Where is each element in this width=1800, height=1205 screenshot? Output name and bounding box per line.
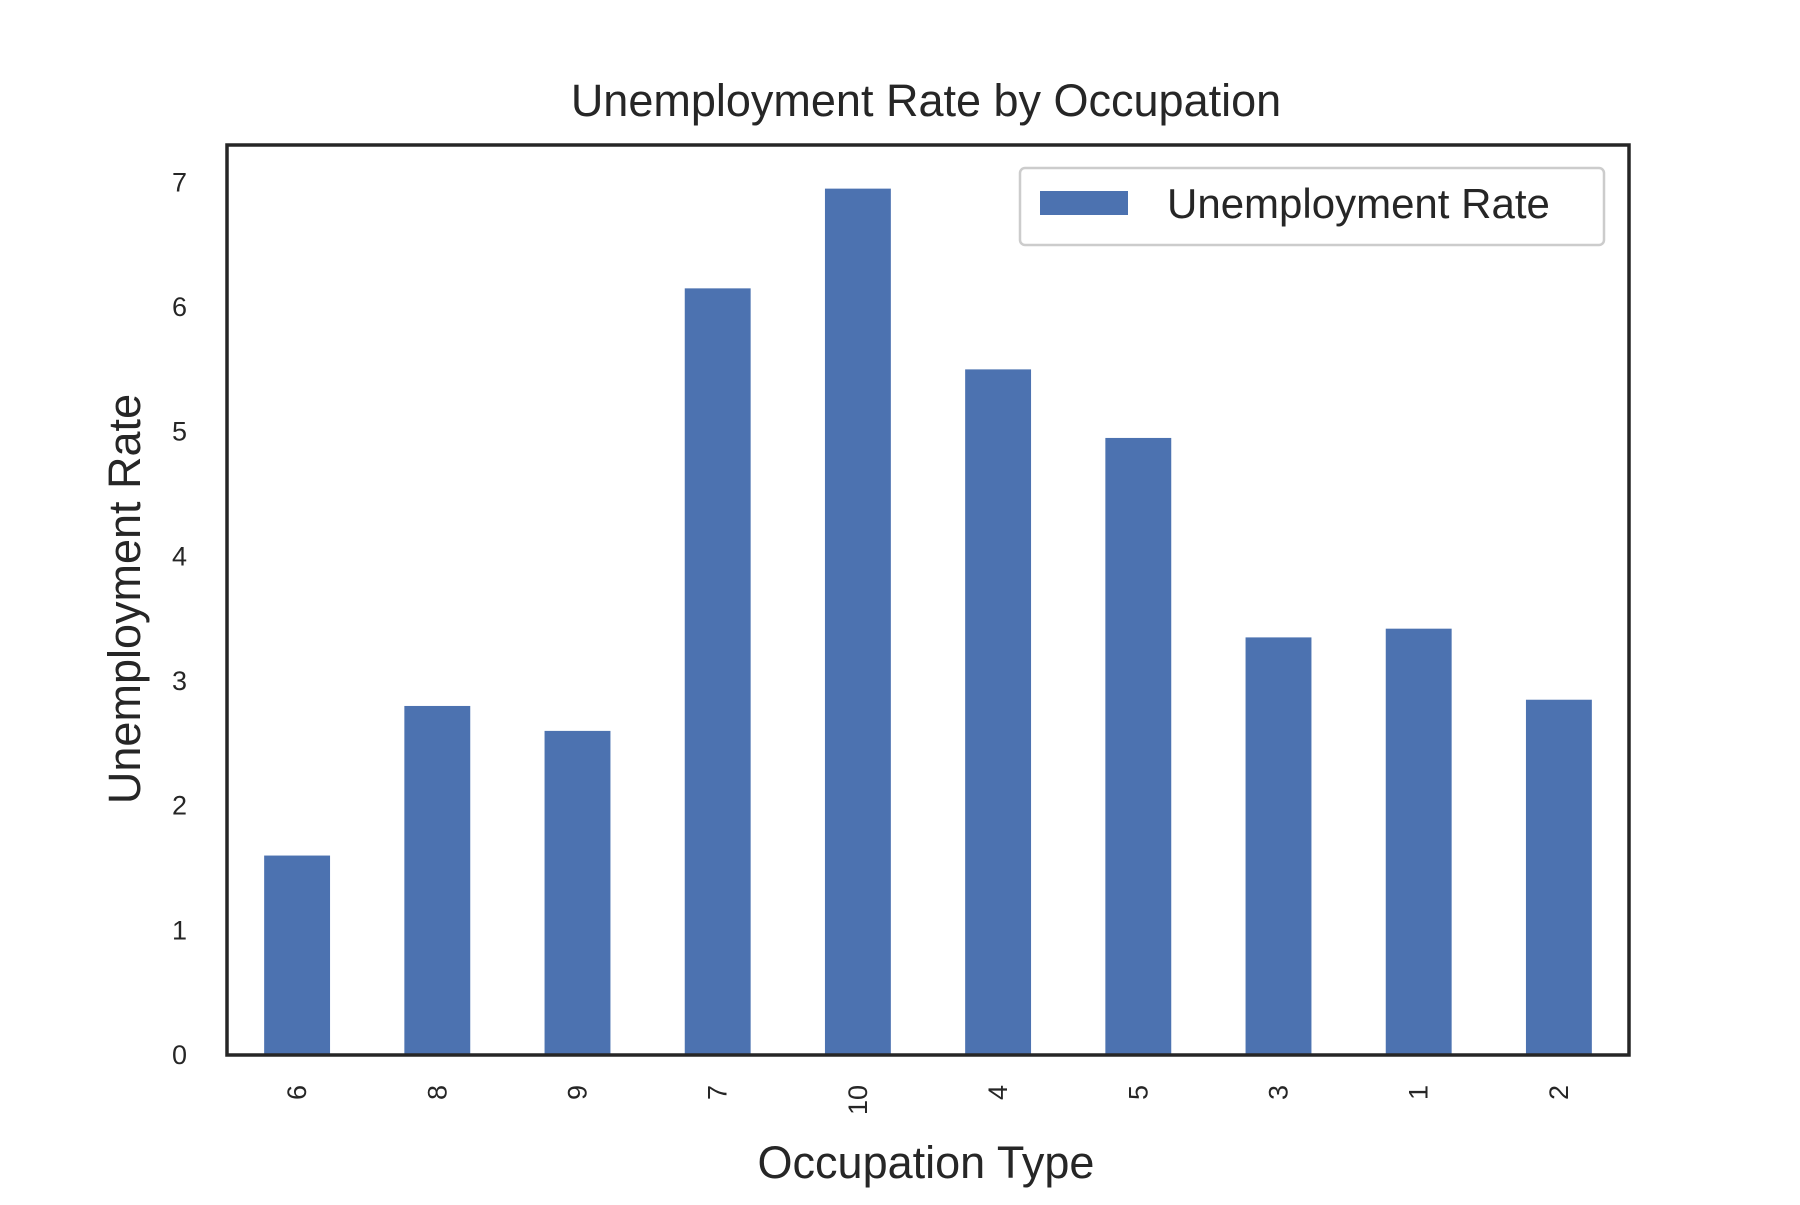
- legend-swatch: [1040, 191, 1128, 215]
- x-tick-label: 2: [1544, 1085, 1574, 1100]
- bar-series: [264, 188, 1592, 1056]
- bar: [824, 188, 891, 1056]
- y-axis-label: Unemployment Rate: [99, 394, 150, 804]
- bar: [1525, 699, 1592, 1055]
- x-tick-label: 6: [282, 1085, 312, 1100]
- x-tick-label: 9: [563, 1085, 593, 1100]
- bar: [1385, 628, 1452, 1055]
- x-tick-label: 10: [843, 1085, 873, 1115]
- y-tick-label: 0: [172, 1040, 187, 1070]
- y-tick-label: 7: [172, 167, 187, 197]
- chart-title: Unemployment Rate by Occupation: [571, 75, 1281, 126]
- bar: [404, 705, 471, 1055]
- y-tick-label: 1: [172, 915, 187, 945]
- x-tick-label: 4: [983, 1085, 1013, 1100]
- x-axis-label: Occupation Type: [758, 1137, 1095, 1188]
- legend-label: Unemployment Rate: [1167, 180, 1550, 227]
- y-tick-label: 4: [172, 541, 187, 571]
- bar: [684, 288, 751, 1055]
- x-tick-label: 1: [1404, 1085, 1434, 1100]
- bar: [1245, 637, 1312, 1055]
- x-tick-label: 5: [1123, 1085, 1153, 1100]
- y-tick-label: 6: [172, 292, 187, 322]
- x-tick-label: 3: [1264, 1085, 1294, 1100]
- x-tick-label: 8: [422, 1085, 452, 1100]
- legend-box: [1018, 166, 1606, 247]
- legend: Unemployment Rate: [1018, 166, 1606, 247]
- x-axis-ticks: 6 8 9 7 10 4 5 3 1 2: [282, 1085, 1574, 1115]
- plot-frame: [225, 143, 1631, 1057]
- bar: [965, 369, 1032, 1056]
- bar: [264, 855, 331, 1055]
- y-axis-ticks: 0 1 2 3 4 5 6 7: [172, 167, 187, 1070]
- y-tick-label: 3: [172, 666, 187, 696]
- bar: [544, 730, 611, 1055]
- x-tick-label: 7: [703, 1085, 733, 1100]
- y-tick-label: 2: [172, 791, 187, 821]
- y-tick-label: 5: [172, 417, 187, 447]
- bar: [1105, 437, 1172, 1055]
